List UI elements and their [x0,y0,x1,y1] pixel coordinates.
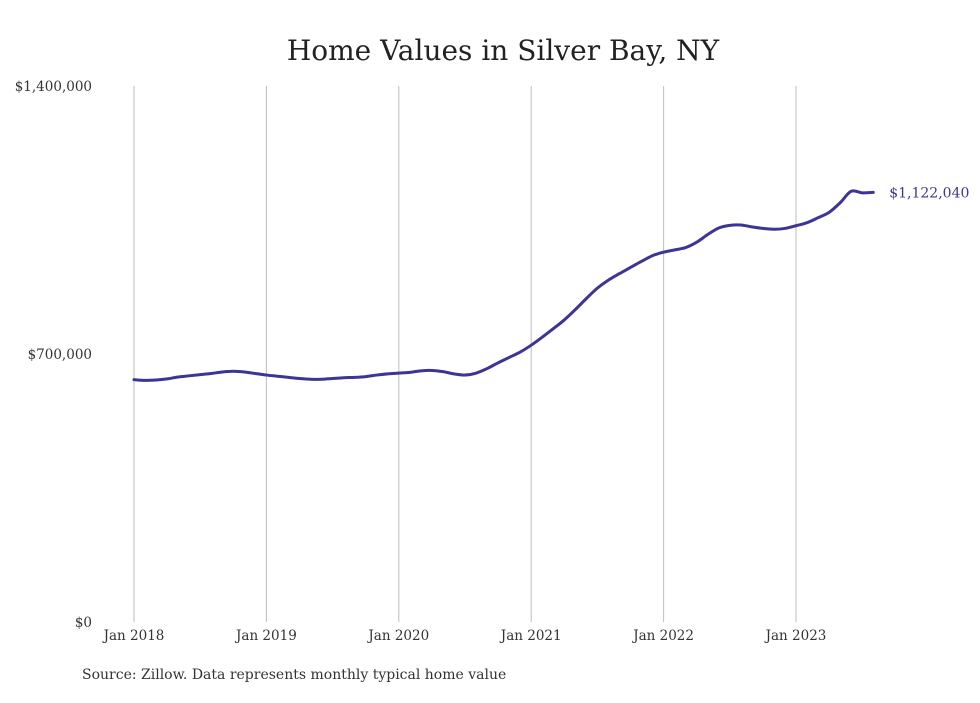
x-tick-label: Jan 2019 [234,628,297,644]
x-tick-label: Jan 2023 [764,628,827,644]
source-note: Source: Zillow. Data represents monthly … [82,667,507,683]
x-tick-label: Jan 2018 [102,628,165,644]
axis-tick-labels: Jan 2018 Jan 2019 Jan 2020 Jan 2021 Jan 2022… [15,79,970,644]
y-tick-label: $1,400,000 [15,79,92,95]
x-tick-label: Jan 2021 [499,628,562,644]
x-tick-label: Jan 2022 [631,628,694,644]
data-series [132,189,875,382]
x-tick-label: Jan 2020 [366,628,429,644]
series-line [132,189,875,382]
chart-title: Home Values in Silver Bay, NY [287,34,720,67]
y-tick-label: $0 [75,615,92,631]
end-value-label: $1,122,040 [889,185,969,201]
gridlines [133,86,797,622]
y-tick-label: $700,000 [28,347,92,363]
